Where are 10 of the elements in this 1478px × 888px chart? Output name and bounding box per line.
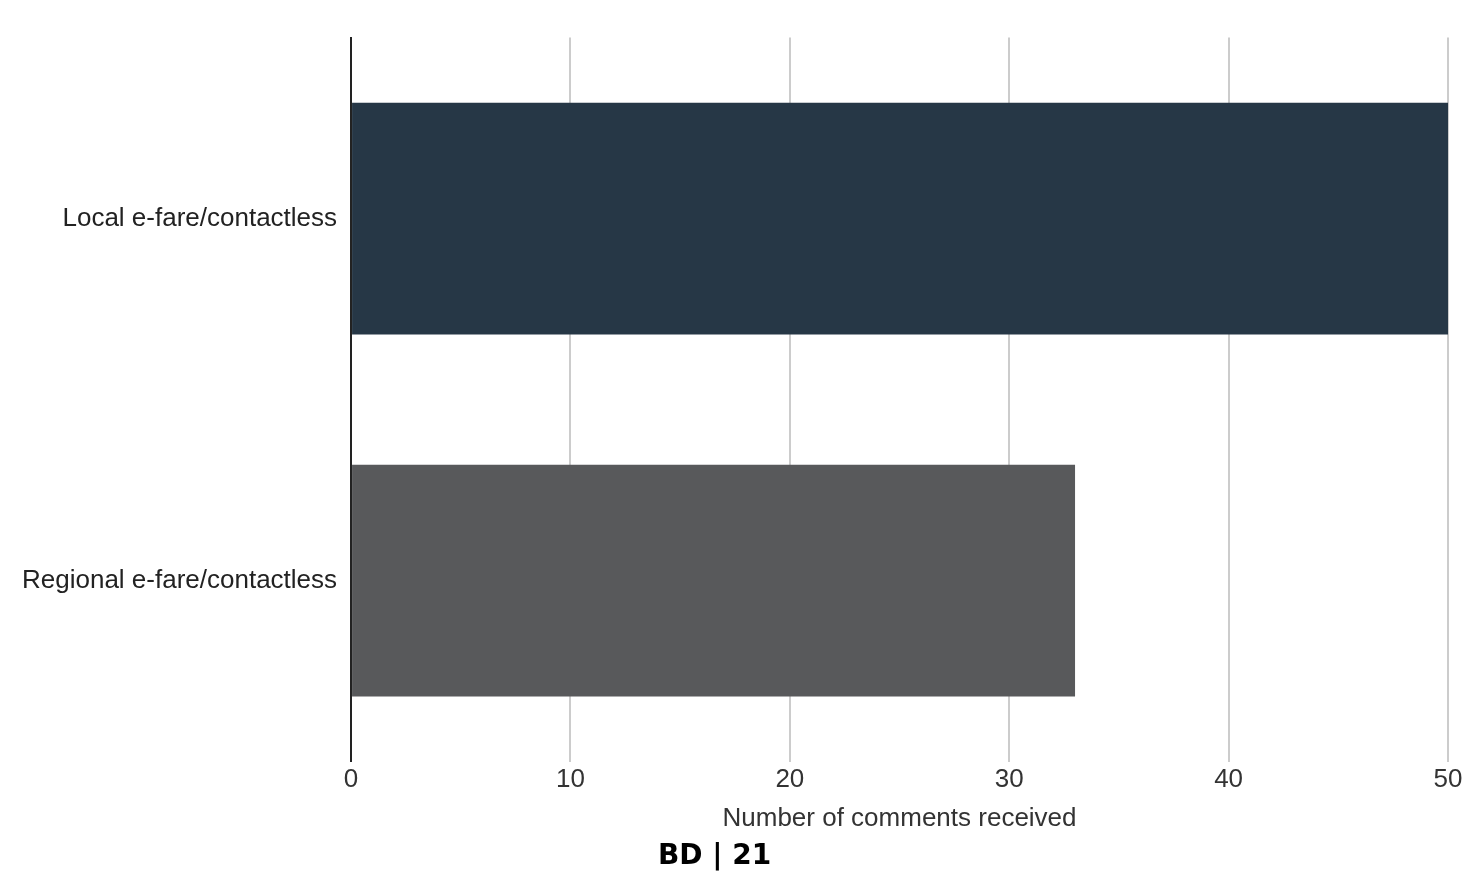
y-tick-label: Regional e-fare/contactless [22, 563, 338, 594]
x-tick-label: 20 [775, 763, 805, 794]
x-tick-label: 40 [1214, 763, 1244, 794]
text: BD | 21 [658, 838, 773, 871]
x-tick-label: 50 [1433, 763, 1463, 794]
x-tick-label: 30 [994, 763, 1024, 794]
x-tick-label: 0 [343, 763, 359, 794]
x-axis-title: Number of comments received [722, 801, 1077, 832]
x-tick-label: 10 [555, 763, 585, 794]
y-tick-label: Local e-fare/contactless [62, 201, 338, 232]
